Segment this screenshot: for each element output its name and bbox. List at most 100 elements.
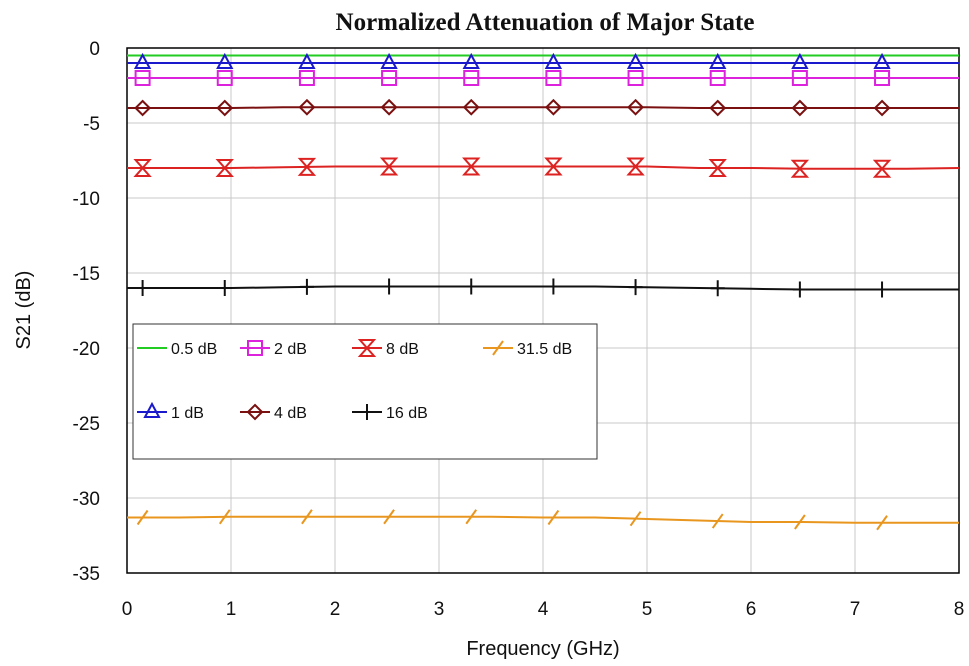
hourglass-marker [133, 159, 152, 177]
series-line [127, 165, 960, 170]
tick-layer: 0 1 2 3 4 5 6 7 8 0 -5 -10 -15 -20 -25 -30 -35 [73, 39, 965, 620]
diamond-marker [873, 99, 891, 117]
series-4-dB [127, 98, 959, 117]
plus-marker [875, 281, 890, 298]
slash-marker [711, 513, 724, 529]
triangle-marker [380, 52, 398, 69]
y-tick-label: -20 [73, 339, 100, 360]
chart-title: Normalized Attenuation of Major State [336, 9, 755, 36]
square-marker [627, 70, 644, 86]
plus-marker [792, 281, 807, 298]
diamond-marker [298, 98, 316, 116]
triangle-marker [143, 401, 161, 418]
x-tick-label: 5 [642, 599, 653, 620]
triangle-marker [216, 52, 234, 69]
hourglass-marker [379, 157, 399, 176]
hourglass-marker [297, 157, 317, 176]
triangle-marker [133, 52, 152, 69]
y-tick-label: -35 [73, 564, 100, 585]
plus-marker [382, 278, 397, 295]
slash-marker [301, 509, 313, 525]
y-tick-label: -15 [73, 264, 100, 285]
slash-marker [547, 509, 560, 526]
square-marker [545, 70, 562, 86]
x-tick-label: 8 [954, 599, 965, 620]
slash-marker [629, 511, 642, 527]
plus-marker [628, 279, 643, 296]
legend-label: 0.5 dB [171, 341, 217, 358]
slash-marker [136, 509, 149, 526]
legend: 0.5 dB 2 dB 8 dB 31.5 dB 1 dB 4 dB 16 dB [132, 323, 598, 460]
y-tick-label: -5 [83, 114, 100, 135]
legend-item: 4 dB [240, 403, 307, 422]
grid-layer [127, 48, 959, 573]
series-layer [127, 52, 960, 531]
series-2-dB [127, 70, 959, 86]
hourglass-marker [215, 159, 234, 177]
square-marker [247, 340, 263, 356]
legend-label: 2 dB [274, 341, 307, 358]
hourglass-marker [357, 339, 377, 357]
slash-marker [383, 509, 395, 525]
square-marker [381, 70, 398, 86]
diamond-marker [216, 99, 234, 117]
x-tick-label: 3 [434, 599, 445, 620]
legend-label: 31.5 dB [517, 341, 572, 358]
plot-frame [126, 47, 960, 574]
series-line [127, 285, 959, 291]
series-line [127, 515, 959, 524]
plus-marker [710, 280, 725, 297]
square-marker [709, 70, 726, 86]
legend-item: 0.5 dB [137, 341, 217, 358]
triangle-marker [298, 52, 316, 69]
x-axis-label: Frequency (GHz) [466, 638, 619, 660]
x-tick-label: 4 [538, 599, 549, 620]
legend-item: 1 dB [137, 401, 204, 422]
triangle-marker [791, 52, 809, 69]
slash-marker [876, 515, 888, 531]
diamond-marker [462, 98, 480, 116]
square-marker [216, 70, 233, 86]
legend-item: 31.5 dB [483, 340, 572, 358]
y-tick-label: -30 [73, 489, 100, 510]
x-tick-label: 7 [850, 599, 861, 620]
y-tick-label: -10 [73, 189, 100, 210]
slash-marker [794, 514, 806, 530]
square-marker [874, 70, 891, 86]
triangle-marker [873, 52, 891, 69]
plus-marker [546, 278, 561, 295]
square-marker [463, 70, 480, 86]
series-1-dB [127, 52, 959, 69]
hourglass-marker [790, 159, 810, 178]
plus-marker [217, 280, 232, 296]
triangle-marker [626, 52, 645, 69]
series-8-dB [127, 157, 960, 178]
legend-item: 8 dB [352, 339, 419, 358]
triangle-marker [462, 52, 480, 69]
series-16-dB [127, 278, 959, 298]
plus-marker [464, 278, 479, 295]
square-marker [134, 70, 151, 86]
plus-marker [299, 278, 314, 295]
y-tick-label: 0 [89, 39, 100, 60]
legend-label: 8 dB [386, 341, 419, 358]
hourglass-marker [462, 157, 481, 176]
slash-marker [465, 509, 478, 525]
x-tick-label: 0 [122, 599, 133, 620]
x-tick-label: 1 [226, 599, 237, 620]
legend-item: 16 dB [352, 404, 428, 422]
plus-marker [360, 404, 374, 420]
diamond-marker [134, 99, 152, 117]
y-axis-label: S21 (dB) [13, 271, 35, 350]
diamond-marker [627, 98, 644, 116]
hourglass-marker [708, 159, 727, 177]
x-tick-label: 6 [746, 599, 757, 620]
hourglass-marker [872, 159, 892, 178]
legend-label: 4 dB [274, 405, 307, 422]
slash-marker [218, 509, 231, 525]
slash-marker [492, 340, 504, 356]
x-tick-label: 2 [330, 599, 341, 620]
plus-marker [135, 280, 150, 296]
square-marker [298, 70, 315, 86]
